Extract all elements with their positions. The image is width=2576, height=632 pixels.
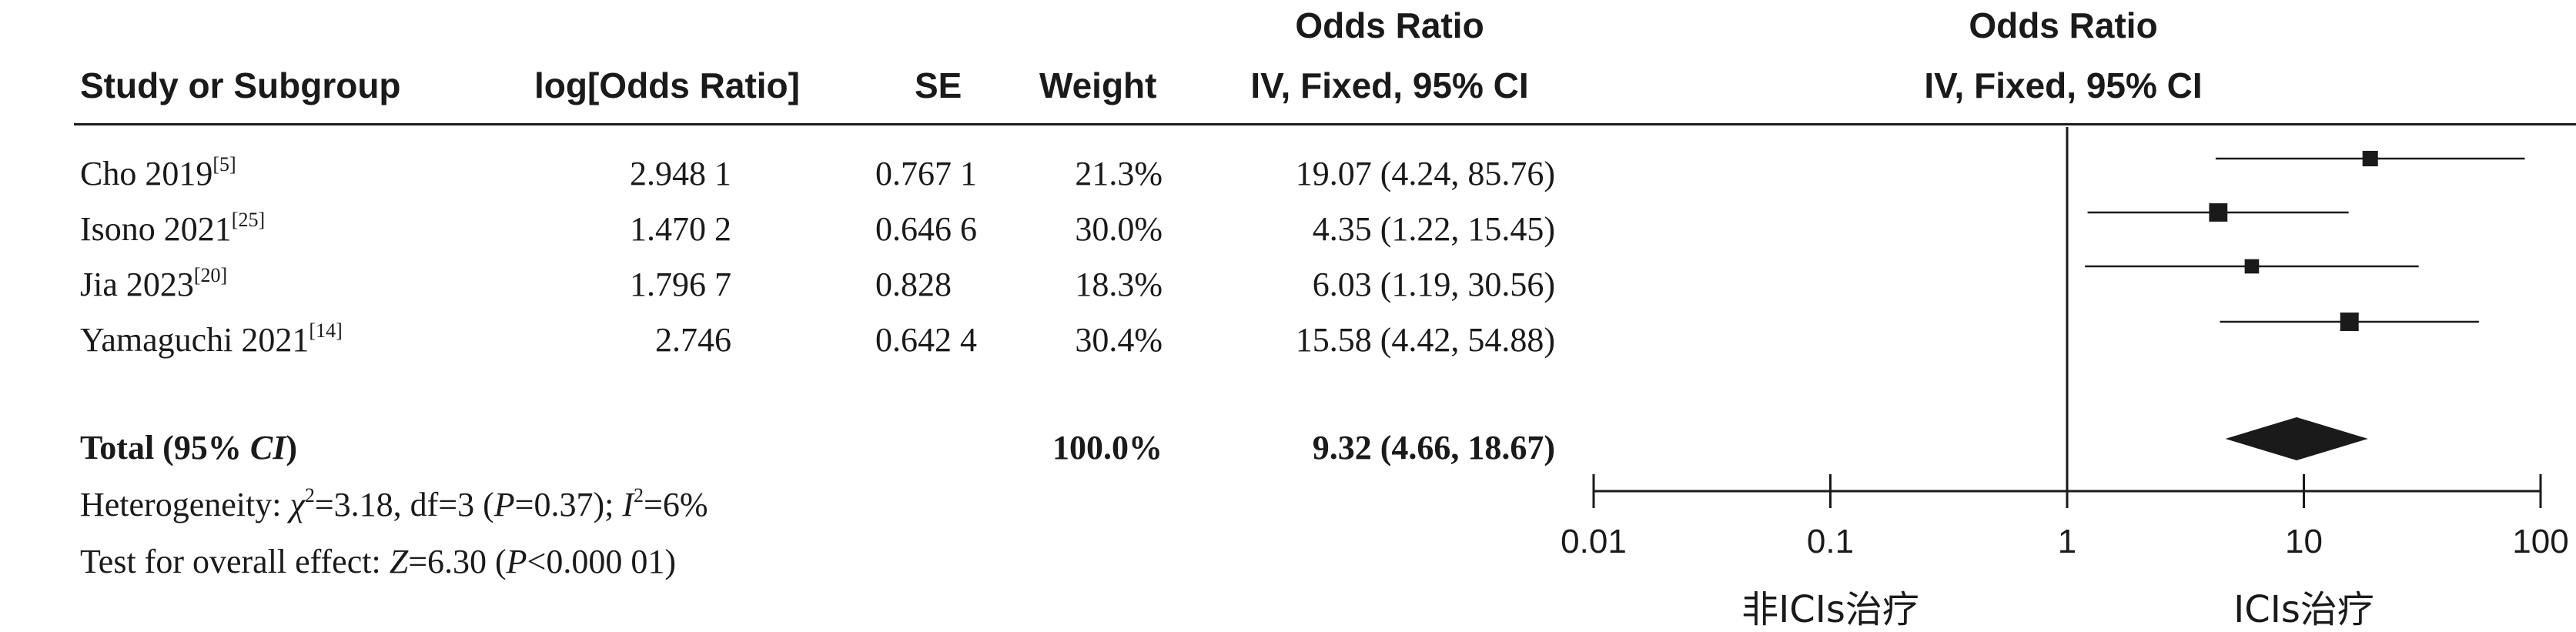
heterogeneity-text: Heterogeneity: χ2=3.18, df=3 (P=0.37); I… <box>80 484 708 523</box>
x-tick-label: 10 <box>2285 523 2323 560</box>
header-log-odds-ratio: log[Odds Ratio] <box>534 65 800 105</box>
total-weight: 100.0% <box>1052 429 1163 466</box>
study-ci: 4.35 (1.22, 15.45) <box>1312 210 1555 248</box>
total-ci: 9.32 (4.66, 18.67) <box>1312 429 1555 466</box>
study-reference: [20] <box>193 264 228 286</box>
header-se: SE <box>915 65 962 105</box>
x-tick-label: 1 <box>2058 523 2076 560</box>
x-tick-label: 0.1 <box>1807 523 1854 560</box>
study-se: 0.646 6 <box>875 210 977 248</box>
x-tick-label: 100 <box>2512 523 2568 560</box>
study-ci: 15.58 (4.42, 54.88) <box>1295 321 1555 359</box>
study-reference: [14] <box>309 319 343 342</box>
study-ci: 6.03 (1.19, 30.56) <box>1312 266 1555 303</box>
x-tick-label: 0.01 <box>1561 523 1627 560</box>
header-weight: Weight <box>1039 65 1157 105</box>
header-or-title-left: Odds Ratio <box>1295 5 1484 45</box>
study-reference: [5] <box>212 153 236 176</box>
effect-square <box>2340 313 2359 331</box>
study-ci: 19.07 (4.24, 85.76) <box>1295 155 1555 192</box>
study-se: 0.767 1 <box>875 155 977 192</box>
header-or-sub-right: IV, Fixed, 95% CI <box>1924 65 2203 105</box>
study-se: 0.642 4 <box>875 321 977 359</box>
study-weight: 30.4% <box>1075 321 1163 359</box>
study-name: Cho 2019[5] <box>80 153 236 192</box>
effect-square <box>2244 259 2260 274</box>
total-label: Total (95% CI) <box>80 429 297 466</box>
overall-effect-text: Test for overall effect: Z=6.30 (P<0.000… <box>80 543 677 580</box>
study-logor: 1.470 2 <box>630 210 731 248</box>
study-logor: 1.796 7 <box>630 266 731 303</box>
study-weight: 30.0% <box>1075 210 1163 248</box>
header-study: Study or Subgroup <box>80 65 401 105</box>
favours-left-label: 非ICIs治疗 <box>1741 588 1919 631</box>
study-name: Isono 2021[25] <box>80 209 266 248</box>
study-name: Jia 2023[20] <box>80 264 228 303</box>
study-reference: [25] <box>231 209 266 231</box>
study-name: Yamaguchi 2021[14] <box>80 319 343 359</box>
header-or-title-right: Odds Ratio <box>1969 5 2158 45</box>
study-se: 0.828 <box>875 266 952 303</box>
header-rule <box>74 123 2576 125</box>
study-logor: 2.948 1 <box>630 155 731 192</box>
favours-right-label: ICIs治疗 <box>2233 588 2374 631</box>
effect-square <box>2362 150 2378 167</box>
study-logor: 2.746 <box>655 321 731 359</box>
effect-square <box>2209 203 2228 222</box>
study-weight: 18.3% <box>1075 266 1163 303</box>
header-or-sub-left: IV, Fixed, 95% CI <box>1250 65 1529 105</box>
pooled-diamond <box>2225 417 2368 460</box>
study-weight: 21.3% <box>1075 155 1163 192</box>
